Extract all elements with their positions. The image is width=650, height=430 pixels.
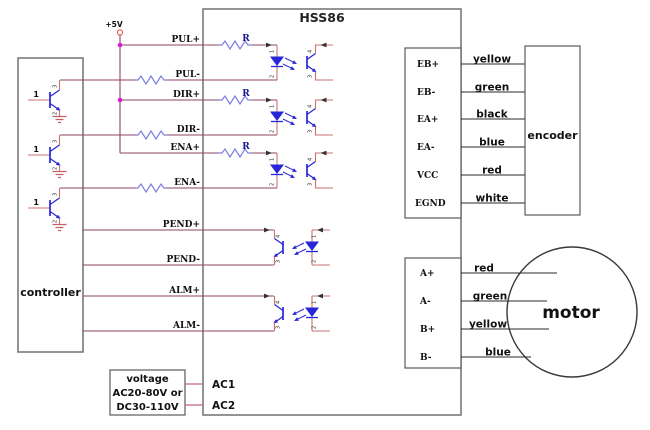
wire-color-blue: blue: [485, 347, 511, 359]
signal-label-pul-minus: PUL-: [175, 70, 200, 80]
ac-wires: [185, 383, 203, 406]
terminal-eb-plus: EB+: [417, 60, 439, 70]
driver-title: HSS86: [299, 10, 345, 25]
signal-label-dir-minus: DIR-: [177, 125, 200, 135]
signal-label-ena-minus: ENA-: [174, 178, 200, 188]
power-rail: +5V: [105, 20, 124, 153]
terminal-egnd: EGND: [415, 199, 446, 209]
encoder-terminal-block: EB+ EB- EA+ EA- VCC EGND yellow green bl…: [404, 47, 525, 219]
resistor-label: R: [242, 34, 250, 44]
resistor-inline: [135, 182, 167, 194]
channel-alm: ALM+ ALM-: [83, 286, 331, 332]
motor-terminal-block: A+ A- B+ B- red green yellow blue: [404, 257, 557, 369]
wire-color-black: black: [476, 109, 508, 121]
signal-label-dir-plus: DIR+: [173, 90, 200, 100]
terminal-b-minus: B-: [420, 353, 432, 363]
terminal-ac1: AC1: [212, 379, 235, 391]
encoder-label: encoder: [527, 129, 578, 142]
voltage-line-1: voltage: [126, 374, 169, 385]
signal-label-alm-plus: ALM+: [168, 286, 200, 296]
terminal-eb-minus: EB-: [417, 88, 436, 98]
resistor-label: R: [242, 142, 250, 152]
terminal-a-minus: A-: [419, 297, 431, 307]
motor-label: motor: [542, 303, 600, 323]
wire-color-blue: blue: [479, 137, 505, 149]
wire-color-red: red: [474, 263, 494, 275]
encoder-box: [524, 45, 581, 216]
wire-color-yellow: yellow: [473, 54, 511, 66]
terminal-b-plus: B+: [420, 325, 435, 335]
terminal-vcc: VCC: [416, 171, 438, 181]
channel-pul: R PUL+ PUL-: [60, 34, 334, 86]
terminal-ea-minus: EA-: [417, 143, 435, 153]
voltage-line-3: DC30-110V: [116, 402, 179, 413]
wire-color-green: green: [473, 291, 507, 303]
terminal-ea-plus: EA+: [417, 115, 438, 125]
voltage-box: [109, 369, 186, 416]
signal-label-pend-minus: PEND-: [166, 255, 200, 265]
wires: [60, 99, 277, 136]
signal-label-pul-plus: PUL+: [172, 35, 201, 45]
terminal-a-plus: A+: [419, 269, 435, 279]
resistor-inline: [135, 74, 167, 86]
signal-label-pend-plus: PEND+: [163, 220, 200, 230]
voltage-line-2: AC20-80V or: [112, 388, 182, 399]
power-input-block: voltage AC20-80V or DC30-110V AC1 AC2: [109, 369, 235, 416]
supply-terminal-icon: [116, 29, 124, 36]
wires: [83, 229, 274, 266]
wire-color-white: white: [476, 193, 509, 205]
wire-color-green: green: [475, 82, 509, 94]
terminal-ac2: AC2: [212, 400, 235, 412]
wires: [60, 44, 277, 81]
resistor-r: [218, 147, 252, 159]
wires: [60, 152, 277, 189]
channel-pend: PEND+ PEND-: [83, 220, 331, 266]
resistor-inline: [135, 129, 167, 141]
wires: [83, 295, 274, 332]
encoder-terminal-box: [404, 47, 462, 219]
signal-label-ena-plus: ENA+: [170, 143, 200, 153]
motor-wires: [461, 272, 557, 358]
resistor-r: [218, 39, 252, 51]
resistor-label: R: [242, 89, 250, 99]
rail-label: +5V: [105, 20, 123, 29]
wire-color-red: red: [482, 165, 502, 177]
wire-color-yellow: yellow: [469, 319, 507, 331]
motor-circle: [506, 246, 638, 378]
controller-label: controller: [20, 286, 81, 299]
resistor-r: [218, 94, 252, 106]
motor-terminal-box: [404, 257, 462, 369]
encoder-wires: [461, 63, 525, 204]
channel-dir: R DIR+ DIR-: [60, 89, 334, 141]
channel-ena: R ENA+ ENA-: [60, 142, 334, 194]
signal-label-alm-minus: ALM-: [172, 321, 200, 331]
